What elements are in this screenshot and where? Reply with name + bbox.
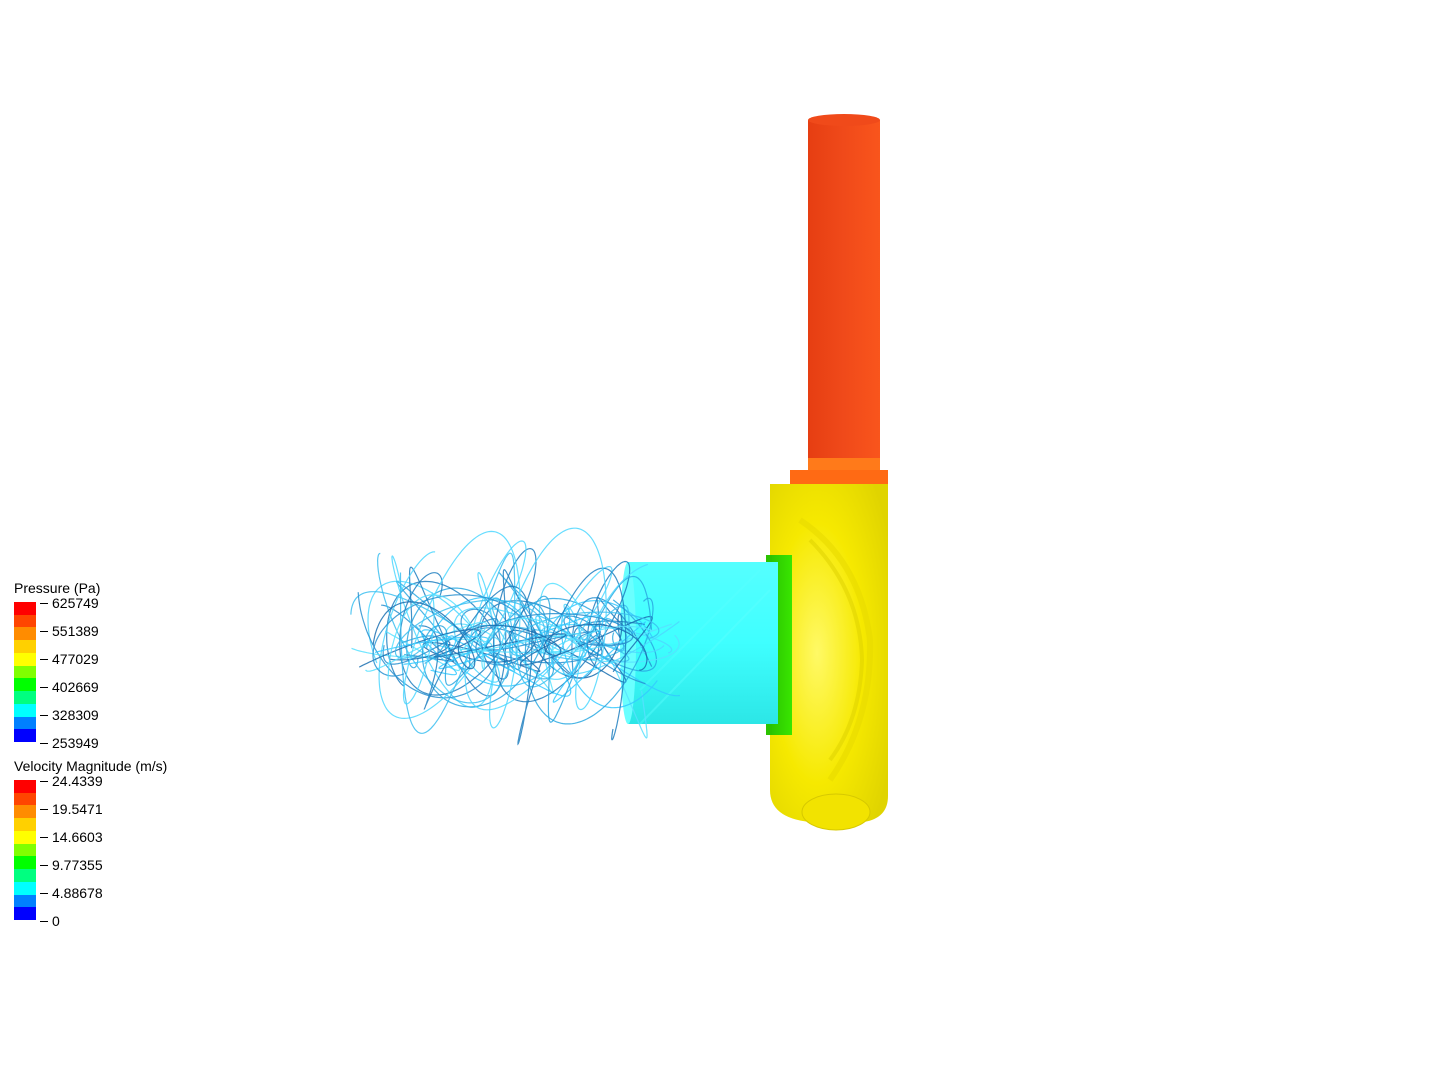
legend-tick: 19.5471 <box>40 801 103 817</box>
volute-housing <box>766 470 888 830</box>
legend-tick: 14.6603 <box>40 829 103 845</box>
pressure-legend-title: Pressure (Pa) <box>14 580 100 596</box>
legend-tick: 328309 <box>40 707 99 723</box>
legend-tick: 402669 <box>40 679 99 695</box>
simulation-canvas <box>0 0 1440 1080</box>
outlet-pipe <box>808 114 880 478</box>
legend-tick: 625749 <box>40 595 99 611</box>
legend-tick: 9.77355 <box>40 857 103 873</box>
legend-tick: 0 <box>40 913 60 929</box>
pressure-legend: Pressure (Pa) 625749 551389 477029 402669 32… <box>14 580 100 742</box>
legend-tick: 4.88678 <box>40 885 103 901</box>
legend-tick: 477029 <box>40 651 99 667</box>
velocity-colorbar <box>14 780 36 920</box>
pressure-colorbar <box>14 602 36 742</box>
velocity-legend-title: Velocity Magnitude (m/s) <box>14 758 167 774</box>
legend-tick: 24.4339 <box>40 773 103 789</box>
legend-tick: 551389 <box>40 623 99 639</box>
velocity-legend: Velocity Magnitude (m/s) 24.4339 19.5471 1… <box>14 758 167 920</box>
legend-tick: 253949 <box>40 735 99 751</box>
